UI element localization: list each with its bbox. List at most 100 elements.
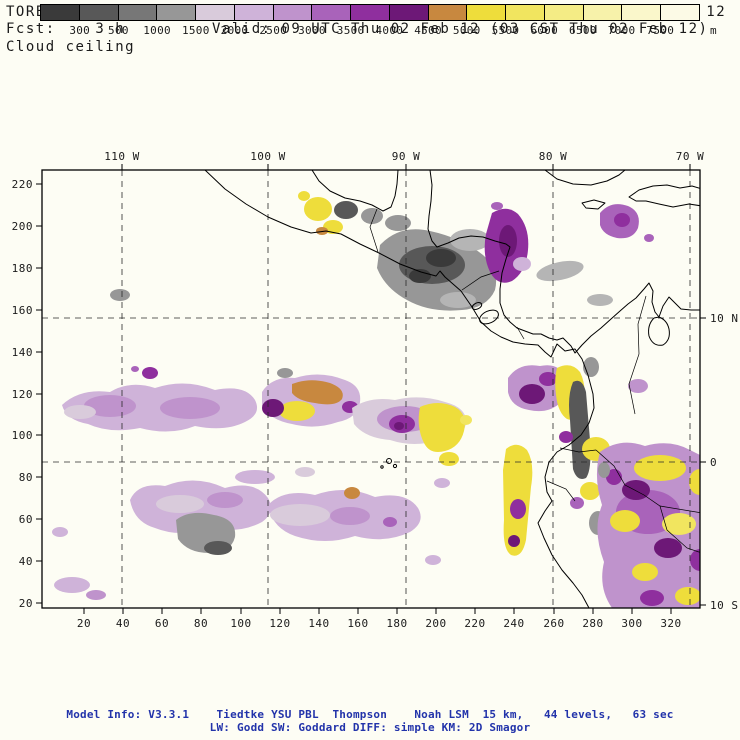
valid-time: Valid: 09 UTC Thu 02 Feb 12 (03 CST Thu … [212, 21, 709, 37]
country-border [559, 447, 597, 453]
axis-label-top: 100 W [250, 150, 286, 163]
cloud-region [295, 467, 315, 477]
cloud-region [632, 563, 658, 581]
cloud-region [84, 395, 136, 417]
colorbar-tick-label: 5500 [491, 24, 520, 37]
cloud-region [394, 422, 404, 430]
cloud-region [385, 215, 411, 231]
galapagos-island [380, 465, 384, 469]
cloud-region [270, 504, 330, 526]
coastline-pacific [204, 170, 595, 608]
axis-label-top: 70 W [676, 150, 705, 163]
colorbar-cell [196, 5, 235, 20]
galapagos-island [392, 463, 398, 469]
cloud-region [640, 590, 664, 606]
colorbar-tick-label: 4000 [375, 24, 404, 37]
axis-labels: 110 W 100 W 90 W 80 W 70 W 10 N 0 10 S 220 200 180… [12, 150, 739, 630]
axis-label-bottom: 160 [347, 617, 368, 630]
cloud-region [235, 470, 275, 484]
cloud-region [644, 234, 654, 242]
cloud-region [434, 478, 450, 488]
cloud-region [204, 541, 232, 555]
galapagos-island [386, 458, 392, 464]
cloud-region [344, 487, 360, 499]
axis-label-bottom: 100 [230, 617, 251, 630]
country-border [659, 505, 700, 553]
cloud-region [425, 555, 441, 565]
colorbar-tick-label: 2000 [220, 24, 249, 37]
cloud-region [426, 249, 456, 267]
cloud-region [292, 380, 343, 405]
cloud-region [409, 269, 431, 283]
colorbar-tick-label: 1500 [181, 24, 210, 37]
cloud-region [316, 227, 328, 235]
colorbar-tick-label: 5000 [452, 24, 481, 37]
colorbar-cell [118, 5, 158, 20]
cloud-region [508, 535, 520, 547]
cloud-region [559, 431, 573, 443]
forecast-hour: Fcst: 3 h [6, 21, 126, 37]
axis-label-right: 10 N [710, 312, 739, 325]
colorbar-area: 300 500 1000 1500 2000 2500 3000 3500 4000 4500 50… [0, 0, 740, 68]
cloud-region [539, 372, 557, 386]
country-border [546, 480, 576, 502]
cloud-region [439, 452, 459, 466]
cloud-region [361, 208, 383, 224]
axis-label-bottom: 220 [464, 617, 485, 630]
colorbar-cell [622, 5, 662, 20]
axis-label-bottom: 300 [621, 617, 642, 630]
cloud-region [690, 549, 700, 571]
latlon-gridlines [42, 170, 700, 608]
axis-label-right: 0 [710, 456, 717, 469]
axis-label-right: 10 S [710, 599, 739, 612]
axis-label-left: 80 [19, 471, 33, 484]
cloud-region [580, 482, 600, 500]
island-hispaniola [628, 184, 700, 208]
axis-ticks [36, 164, 706, 614]
cloud-region [131, 366, 139, 372]
colorbar-tick-label: 2500 [259, 24, 288, 37]
cloud-region [499, 225, 517, 257]
axis-label-bottom: 320 [660, 617, 681, 630]
cloud-region [440, 292, 476, 308]
cloud-region [110, 289, 130, 301]
colorbar-cell [41, 5, 80, 20]
colorbar-cell [234, 5, 274, 20]
axis-label-left: 60 [19, 513, 33, 526]
cloud-region [142, 367, 158, 379]
country-border [595, 449, 700, 514]
cloud-region [675, 587, 700, 605]
cloud-region [598, 462, 610, 478]
cloud-region [450, 229, 490, 251]
colorbar-cell [506, 5, 545, 20]
coastline-caribbean [427, 170, 700, 354]
axis-label-left: 100 [12, 429, 33, 442]
colorbar-cell [312, 5, 352, 20]
geography [204, 170, 700, 608]
country-border [461, 270, 500, 291]
footer-line-1: Model Info: V3.3.1 Tiedtke YSU PBL Thomp… [66, 708, 674, 721]
axis-label-top: 110 W [104, 150, 140, 163]
axis-label-bottom: 260 [543, 617, 564, 630]
cloud-region [86, 590, 106, 600]
axis-label-bottom: 80 [194, 617, 208, 630]
colorbar-cell [79, 5, 119, 20]
cloud-region [614, 213, 630, 227]
cloud-region [52, 527, 68, 537]
colorbar-tick-label: 7500 [646, 24, 675, 37]
cloud-region [383, 517, 397, 527]
cloud-region [460, 415, 472, 425]
colorbar-cell [467, 5, 507, 20]
island-jamaica [581, 199, 606, 210]
colorbar-cell [389, 5, 429, 20]
colorbar-tick-label: 6500 [569, 24, 597, 37]
cloud-region [662, 513, 696, 535]
cloud-region [628, 379, 648, 393]
cloud-region [156, 495, 204, 513]
cloud-region [279, 401, 315, 421]
axis-label-top: 80 W [539, 150, 568, 163]
island-cuba [544, 170, 626, 186]
cloud-region [304, 197, 332, 221]
axis-label-bottom: 280 [582, 617, 603, 630]
colorbar-cell [544, 5, 584, 20]
